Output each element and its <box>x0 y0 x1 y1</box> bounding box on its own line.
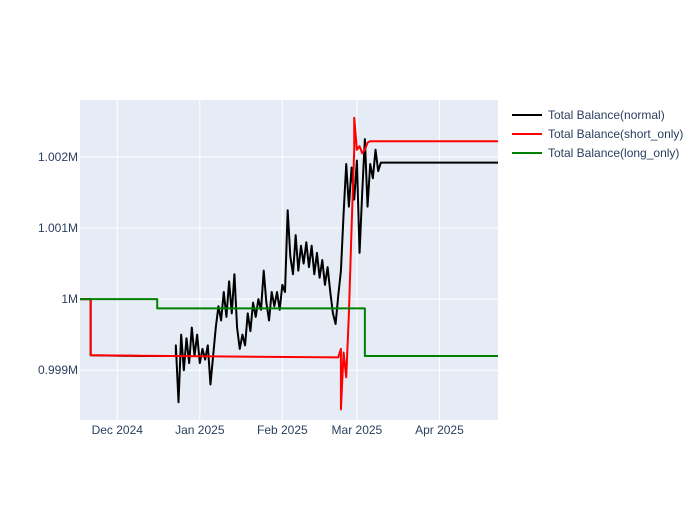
x-tick-label: Feb 2025 <box>257 423 308 437</box>
y-tick-label: 1M <box>61 292 78 306</box>
series-line-0 <box>80 138 498 404</box>
y-tick-label: 1.002M <box>38 150 78 164</box>
legend-item[interactable]: Total Balance(long_only) <box>512 146 679 160</box>
legend-label: Total Balance(short_only) <box>548 127 683 141</box>
legend-label: Total Balance(normal) <box>548 108 665 122</box>
x-tick-label: Jan 2025 <box>175 423 225 437</box>
series-line-2 <box>80 298 498 357</box>
y-tick-label: 1.001M <box>38 221 78 235</box>
x-tick-label: Dec 2024 <box>92 423 144 437</box>
axes: Dec 2024 Jan 2025 Feb 2025 Mar 2025 Apr 2025… <box>38 150 464 437</box>
y-tick-label: 0.999M <box>38 363 78 377</box>
series-line-1 <box>80 116 498 411</box>
legend-item[interactable]: Total Balance(short_only) <box>512 127 683 141</box>
x-tick-label: Apr 2025 <box>415 423 464 437</box>
legend-item[interactable]: Total Balance(normal) <box>512 108 665 122</box>
series-lines <box>80 116 498 411</box>
plot-area <box>80 100 498 420</box>
x-tick-label: Mar 2025 <box>332 423 383 437</box>
legend-label: Total Balance(long_only) <box>548 146 679 160</box>
legend[interactable]: Total Balance(normal) Total Balance(short… <box>512 108 683 160</box>
